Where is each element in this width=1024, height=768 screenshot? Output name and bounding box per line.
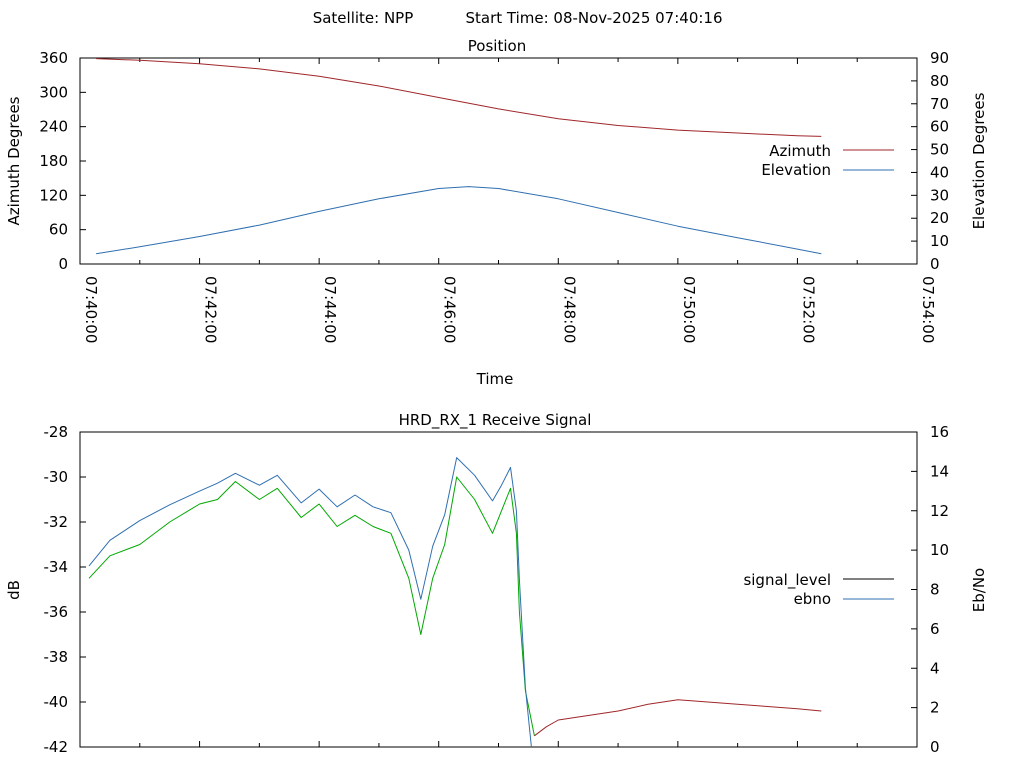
x-tick-label: 07:42:00 — [202, 276, 220, 343]
series-line-ebno — [88, 457, 532, 748]
signal-plot-frame — [79, 431, 918, 748]
y2-tick-label: 6 — [930, 620, 940, 638]
legend-label-elevation: Elevation — [761, 161, 831, 179]
position-time-tick-labels: 07:40:00 07:42:00 07:44:00 07:46:00 07:48:00… — [82, 276, 937, 343]
x-tick-label: 07:46:00 — [441, 276, 459, 343]
x-tick-label: 07:52:00 — [799, 276, 817, 343]
signal-ebno-tick-labels: 0 2 4 6 8 10 12 14 16 — [930, 423, 949, 756]
y2-tick-label: 10 — [930, 232, 949, 250]
y2-tick-label: 0 — [930, 255, 940, 273]
position-series — [96, 58, 822, 255]
y2-tick-label: 80 — [930, 72, 949, 90]
legend-label-ebno: ebno — [794, 590, 831, 608]
x-tick-label: 07:50:00 — [680, 276, 698, 343]
x-tick-label: 07:48:00 — [560, 276, 578, 343]
y2-tick-label: 90 — [930, 49, 949, 67]
signal-legend: signal_level ebno — [743, 571, 894, 608]
y-tick-label: -42 — [44, 738, 69, 756]
position-azimuth-tick-labels: 0 60 120 180 240 300 360 — [39, 49, 68, 273]
legend-label-azimuth: Azimuth — [769, 142, 831, 160]
y-tick-label: -32 — [44, 513, 69, 531]
y2-tick-label: 60 — [930, 118, 949, 136]
y-tick-label: -38 — [44, 648, 69, 666]
position-legend: Azimuth Elevation — [761, 142, 894, 179]
y-tick-label: 300 — [39, 83, 68, 101]
position-y2-axis-label: Elevation Degrees — [970, 92, 988, 229]
y2-tick-label: 40 — [930, 163, 949, 181]
x-tick-label: 07:44:00 — [321, 276, 339, 343]
y2-tick-label: 30 — [930, 186, 949, 204]
y-tick-label: -40 — [44, 693, 69, 711]
signal-chart: HRD_RX_1 Receive Signal -28-30-32-34-36-… — [5, 411, 988, 756]
signal-y2-axis-label: Eb/No — [970, 568, 988, 612]
y2-tick-label: 14 — [930, 462, 949, 480]
position-chart: Position 0 60 120 180 240 300 360 0 10 20 30 40 50 6… — [5, 37, 988, 388]
y-tick-label: 180 — [39, 152, 68, 170]
y2-tick-label: 0 — [930, 738, 940, 756]
position-elevation-tick-labels: 0 10 20 30 40 50 60 70 80 90 — [930, 49, 949, 273]
y2-tick-label: 4 — [930, 659, 940, 677]
y-tick-label: 0 — [58, 255, 68, 273]
position-ticks — [79, 57, 918, 265]
signal-series — [88, 457, 822, 748]
y-tick-label: 240 — [39, 118, 68, 136]
signal-chart-title: HRD_RX_1 Receive Signal — [399, 411, 592, 430]
y2-tick-label: 20 — [930, 209, 949, 227]
y2-tick-label: 2 — [930, 699, 940, 717]
y-tick-label: 60 — [49, 221, 68, 239]
position-y-axis-label: Azimuth Degrees — [5, 96, 23, 225]
signal-db-tick-labels: -28 -30 -32 -34 -36 -38 -40 -42 — [44, 423, 69, 756]
y2-tick-label: 16 — [930, 423, 949, 441]
y2-tick-label: 12 — [930, 502, 949, 520]
series-line-elevation — [96, 186, 822, 255]
y-tick-label: -36 — [44, 603, 69, 621]
legend-label-signal-level: signal_level — [743, 571, 831, 590]
y2-tick-label: 50 — [930, 141, 949, 159]
y2-tick-label: 70 — [930, 95, 949, 113]
signal-y-axis-label: dB — [5, 580, 23, 600]
series-line-azimuth — [96, 58, 822, 137]
y-tick-label: -28 — [44, 423, 69, 441]
satellite-label: Satellite: NPP — [313, 9, 414, 27]
y-tick-label: -30 — [44, 468, 69, 486]
y2-tick-label: 10 — [930, 541, 949, 559]
position-chart-title: Position — [468, 37, 526, 55]
series-line-signal-level-post-loss- — [534, 699, 822, 737]
y-tick-label: -34 — [44, 558, 69, 576]
x-tick-label: 07:40:00 — [82, 276, 100, 343]
position-x-axis-label: Time — [476, 370, 514, 388]
series-line-signal-level — [88, 476, 535, 736]
y-tick-label: 360 — [39, 49, 68, 67]
x-tick-label: 07:54:00 — [919, 276, 937, 343]
start-time-label: Start Time: 08-Nov-2025 07:40:16 — [465, 9, 722, 27]
y-tick-label: 120 — [39, 186, 68, 204]
signal-ticks — [79, 431, 918, 748]
y2-tick-label: 8 — [930, 581, 940, 599]
